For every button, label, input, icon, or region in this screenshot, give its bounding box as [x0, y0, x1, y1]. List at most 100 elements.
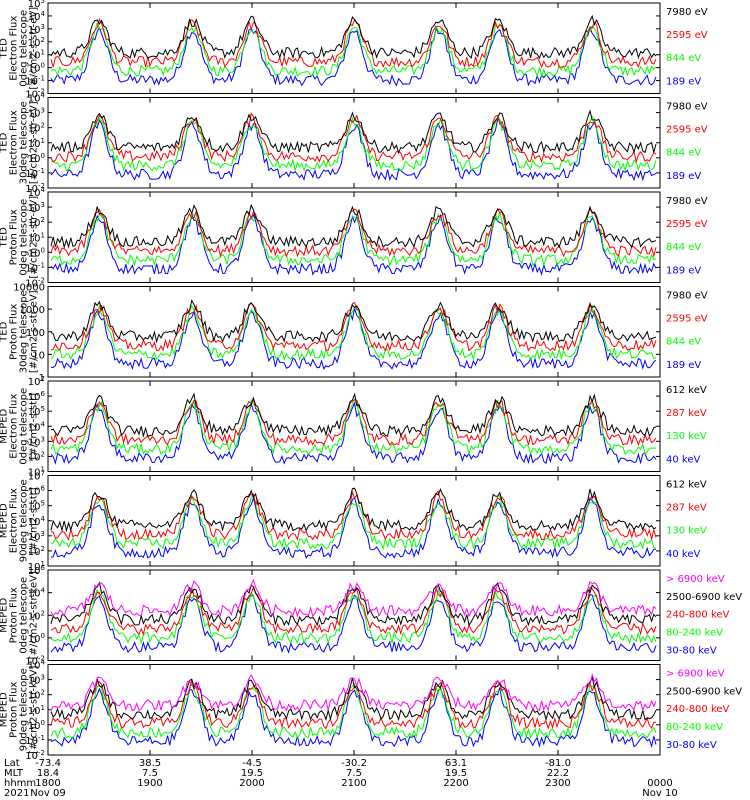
legend-entry: 287 keV: [666, 408, 707, 419]
y-axis-label: TEDElectron Flux0deg telescope[#/cm2-s-s…: [0, 7, 40, 90]
series-trace-0: [50, 14, 657, 60]
series-trace-1: [50, 397, 657, 447]
legend-entry: 80-240 keV: [666, 722, 723, 733]
bottom-axis-value: 2100: [341, 778, 366, 789]
series-trace-2: [50, 586, 657, 636]
series-trace-3: [50, 118, 657, 182]
bottom-axis-value: 2000: [239, 778, 264, 789]
y-tick-label: 10-2: [25, 749, 45, 762]
legend-entry: 612 keV: [666, 480, 707, 491]
y-axis-label: TEDProton Flux30deg telescope[#/cm2-s-st…: [0, 290, 40, 373]
y-tick-label: 101: [28, 49, 45, 62]
series-trace-1: [50, 581, 657, 627]
y-tick-label: 101: [28, 466, 45, 479]
y-tick-label: 102: [28, 609, 45, 622]
bottom-axis-value: 2200: [443, 778, 468, 789]
legend-entry: 2500-6900 keV: [666, 592, 742, 603]
y-tick-label: 102: [28, 122, 45, 135]
y-tick-label: 103: [28, 201, 45, 214]
y-tick-label: 103: [28, 674, 45, 687]
y-tick-label: 10-1: [25, 261, 45, 274]
legend-entry: 2595 eV: [666, 125, 708, 136]
legend-entry: 7980 eV: [666, 102, 708, 113]
y-tick-label: 100: [28, 152, 45, 165]
legend-entry: 844 eV: [666, 53, 701, 64]
series-trace-3: [50, 25, 657, 87]
y-tick-label: 104: [28, 515, 46, 528]
series-trace-0: [50, 578, 657, 618]
y-axis-label: TEDProton Flux0deg telescope[#/cm2-s-str…: [0, 196, 40, 279]
legend-entry: 30-80 keV: [666, 645, 717, 656]
y-tick-label: 10000: [13, 283, 45, 294]
y-tick-label: 104: [28, 659, 46, 672]
series-trace-2: [50, 304, 657, 362]
y-tick-label: 104: [28, 587, 46, 600]
y-axis-label: TEDElectron Flux30deg telescope[#/cm2-s-…: [0, 101, 40, 184]
bottom-axis-value: -81.0: [545, 758, 571, 769]
legend-entry: 2595 eV: [666, 314, 708, 325]
y-tick-label: 106: [28, 390, 46, 403]
y-tick-label: 103: [28, 530, 45, 543]
y-tick-label: 107: [28, 375, 45, 388]
series-trace-0: [50, 672, 657, 712]
legend-entry: 7980 eV: [666, 291, 708, 302]
y-tick-label: 10-2: [25, 88, 45, 101]
legend-entry: 189 eV: [666, 265, 701, 276]
y-tick-label: 10: [32, 350, 45, 361]
y-tick-label: 10-1: [25, 167, 45, 180]
legend-entry: 189 eV: [666, 171, 701, 182]
bottom-row-label: MLT: [4, 768, 24, 779]
y-axis-label: MEPEDElectron Flux0deg telescope[#/cm2-s…: [0, 388, 40, 465]
series-trace-4: [50, 687, 657, 749]
legend-entry: 7980 eV: [666, 7, 708, 18]
series-trace-2: [50, 398, 656, 457]
y-tick-label: 103: [28, 107, 45, 120]
series-trace-1: [50, 112, 657, 164]
legend-entry: > 6900 keV: [666, 669, 725, 680]
y-tick-label: 106: [28, 485, 46, 498]
y-tick-label: 100: [26, 328, 45, 339]
y-tick-label: 101: [28, 560, 45, 573]
bottom-axis-value: -73.4: [35, 758, 61, 769]
y-tick-label: 100: [28, 632, 45, 645]
bottom-axis-value: 2300: [545, 778, 570, 789]
bottom-axis-value: Nov 09: [30, 788, 65, 799]
y-tick-label: 100: [28, 719, 45, 732]
bottom-axis-value: 1900: [137, 778, 162, 789]
series-trace-0: [50, 487, 657, 533]
y-tick-label: 104: [28, 420, 46, 433]
series-trace-3: [50, 212, 657, 277]
bottom-axis-value: 63.1: [445, 758, 467, 769]
series-trace-0: [50, 109, 657, 155]
series-trace-0: [50, 392, 657, 438]
series-trace-2: [50, 22, 657, 78]
legend-entry: 189 eV: [666, 360, 701, 371]
legend-entry: 189 eV: [666, 76, 701, 87]
legend-entry: 612 keV: [666, 385, 707, 396]
bottom-axis-value: 19.5: [241, 768, 263, 779]
bottom-axis-value: 7.5: [142, 768, 158, 779]
y-tick-label: 105: [28, 405, 45, 418]
y-tick-label: 102: [28, 36, 45, 49]
legend-entry: 2595 eV: [666, 219, 708, 230]
y-axis-label: MEPEDProton Flux90deg telescope[#/cm2-s-…: [0, 666, 40, 754]
y-tick-label: 10-1: [25, 734, 45, 747]
y-tick-label: 10-2: [25, 655, 45, 668]
legend-entry: 130 keV: [666, 526, 707, 537]
y-tick-label: 100: [28, 246, 45, 259]
series-trace-3: [50, 308, 657, 371]
series-trace-1: [50, 17, 657, 69]
bottom-axis-value: -4.5: [242, 758, 262, 769]
y-tick-label: 103: [28, 435, 45, 448]
series-trace-3: [50, 496, 657, 559]
legend-entry: 844 eV: [666, 242, 701, 253]
legend-entry: 844 eV: [666, 148, 701, 159]
